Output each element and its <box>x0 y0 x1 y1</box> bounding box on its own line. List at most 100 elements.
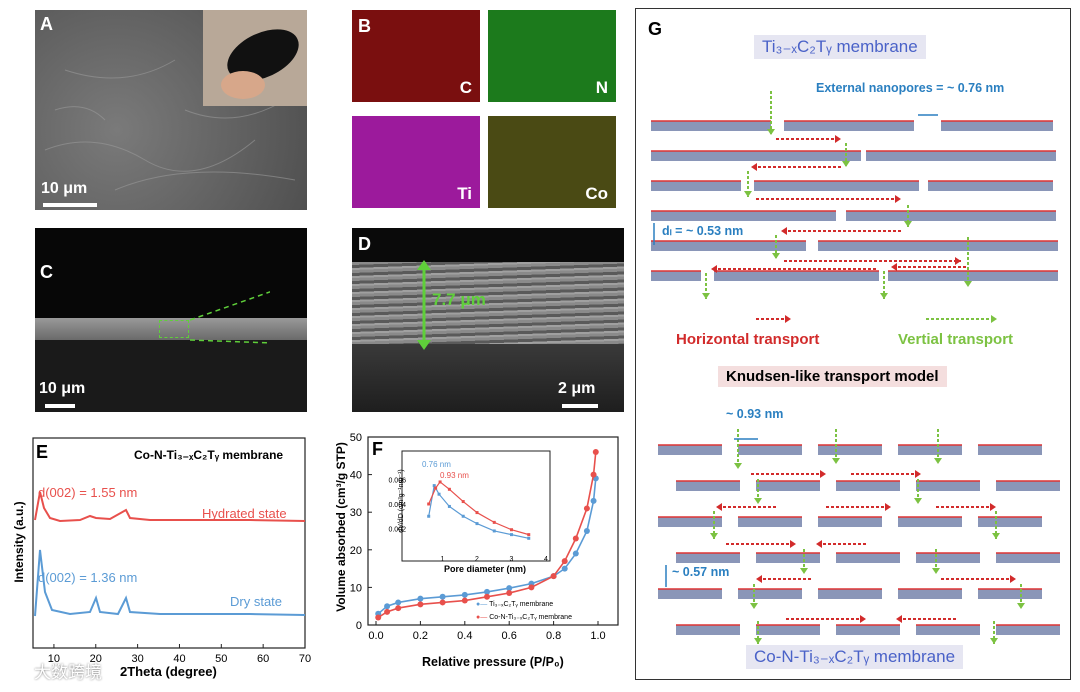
panel-d-scale-text: 2 μm <box>558 380 596 397</box>
xrd-xlabel: 2Theta (degree) <box>120 664 217 679</box>
mxene-sheet <box>888 271 1058 281</box>
xrd-xtick-label: 30 <box>131 653 143 665</box>
bet-point <box>572 535 579 542</box>
inset-point <box>475 522 479 526</box>
vertical-arrowhead <box>744 191 752 197</box>
mxene-sheet <box>978 589 1042 599</box>
bet-tick-group: 0 10 20 30 40 50 0.0 0.2 0.4 0.6 0.8 1.0 <box>350 432 606 642</box>
bet-ytick-label: 30 <box>350 507 362 519</box>
eds-map-n: N <box>488 10 616 102</box>
mxene-sheet <box>818 517 882 527</box>
inset-ann-093: 0.93 nm <box>440 471 469 480</box>
horizontal-arrowhead <box>820 470 826 478</box>
inset-tick-group: 0.002 0.004 0.006 1 2 3 4 <box>388 478 548 564</box>
mxene-sheet <box>996 553 1060 563</box>
inset-point <box>438 480 442 484</box>
vertical-arrowhead <box>842 161 850 167</box>
inset-point <box>492 529 496 533</box>
substrate-d <box>352 344 624 412</box>
zoom-box <box>159 320 189 338</box>
thickness-label: 7.7 μm <box>432 290 486 309</box>
top-membrane-title: Ti₃₋ₓC₂Tᵧ membrane <box>754 35 926 59</box>
inset-ytick-label: 0.006 <box>388 478 406 485</box>
mxene-sheet <box>676 553 740 563</box>
mxene-sheet <box>676 625 740 635</box>
mxene-sheet <box>714 271 879 281</box>
inset-ylabel: dV/dD (cm³g⁻¹nm⁻¹) <box>398 469 405 533</box>
bet-xtick-label: 0.4 <box>457 630 472 642</box>
horizontal-arrowhead <box>751 163 757 171</box>
mxene-sheet <box>676 481 740 491</box>
mxene-sheet <box>846 211 1056 221</box>
inset-point <box>475 511 479 515</box>
dry-curve <box>34 549 306 617</box>
vertical-arrowhead <box>800 568 808 574</box>
mxene-sheet <box>738 517 802 527</box>
bet-ytick-label: 10 <box>350 582 362 594</box>
horizontal-arrowhead <box>955 257 961 265</box>
panel-g-transport-model: G Ti₃₋ₓC₂Tᵧ membrane External nanopores … <box>635 8 1071 680</box>
vertical-arrowhead <box>1017 603 1025 609</box>
bet-xtick-label: 0.6 <box>502 630 517 642</box>
inset-xtick-label: 2 <box>475 556 479 563</box>
horizontal-arrowhead <box>895 195 901 203</box>
inset-xtick-label: 1 <box>441 556 445 563</box>
bet-point <box>375 614 382 621</box>
panel-a-sem-image: A 10 μm <box>35 10 307 210</box>
mxene-sheet <box>651 271 701 281</box>
bet-xtick-label: 0.2 <box>413 630 428 642</box>
mxene-sheet <box>756 553 820 563</box>
mxene-sheet <box>916 553 980 563</box>
mxene-sheet <box>898 517 962 527</box>
vertical-arrowhead <box>832 458 840 464</box>
inset-xlabel: Pore diameter (nm) <box>444 564 527 574</box>
bet-ytick-label: 20 <box>350 545 362 557</box>
inset-point <box>437 492 441 496</box>
panel-d-zoom-cross-section: 7.7 μm D 2 μm <box>352 228 624 412</box>
mxene-sheet <box>756 625 820 635</box>
xrd-xtick-label: 70 <box>299 653 311 665</box>
mxene-sheet <box>928 181 1053 191</box>
vertical-arrowhead <box>904 221 912 227</box>
mxene-sheet <box>941 121 1053 131</box>
inset-point <box>461 500 465 504</box>
legend-co-n: ●— Co-N-Ti₃₋ₓC₂Tᵧ membrane <box>476 614 572 621</box>
bet-point <box>506 585 513 592</box>
xrd-xtick-label: 50 <box>215 653 227 665</box>
mxene-sheet <box>898 589 962 599</box>
eds-map-co: Co <box>488 116 616 208</box>
vertical-arrowhead <box>880 293 888 299</box>
horizontal-arrowhead <box>990 503 996 511</box>
xrd-xtick-label: 20 <box>90 653 102 665</box>
mxene-sheet <box>818 589 882 599</box>
bet-point <box>572 550 579 557</box>
mxene-sheet <box>754 181 919 191</box>
bet-point <box>484 588 490 595</box>
bet-series-group <box>375 449 599 621</box>
panel-e-xrd: 10 20 30 40 50 60 70 E Co-N-Ti₃₋ₓC₂Tᵧ membrane… <box>0 430 320 687</box>
vertical-arrowhead <box>964 281 972 287</box>
vertical-arrowhead <box>754 638 762 644</box>
mxene-sheet <box>818 445 882 455</box>
panel-e-label: E <box>36 442 49 462</box>
bet-point <box>461 591 468 598</box>
mxene-sheet <box>818 241 1058 251</box>
bet-point <box>439 593 446 600</box>
inset-point <box>432 484 436 488</box>
mxene-sheet <box>978 445 1042 455</box>
inset-xtick-label: 3 <box>510 556 514 563</box>
panel-f-label: F <box>372 439 383 459</box>
panel-a-scale-text: 10 μm <box>41 180 88 197</box>
panel-c-cross-section: C 10 μm <box>35 228 307 412</box>
vertical-arrowhead <box>750 603 758 609</box>
dl-bottom-label: ~ 0.57 nm <box>672 565 730 579</box>
mxene-sheet <box>658 589 722 599</box>
knudsen-model-title: Knudsen-like transport model <box>718 366 947 387</box>
xrd-xtick-group: 10 20 30 40 50 60 70 <box>48 644 311 665</box>
panel-d-scale-bar <box>562 404 598 408</box>
bet-point <box>417 601 424 608</box>
bet-point <box>583 505 590 512</box>
inset-series-group <box>427 480 531 540</box>
inset-point <box>434 486 438 490</box>
membrane-photo <box>221 29 299 99</box>
